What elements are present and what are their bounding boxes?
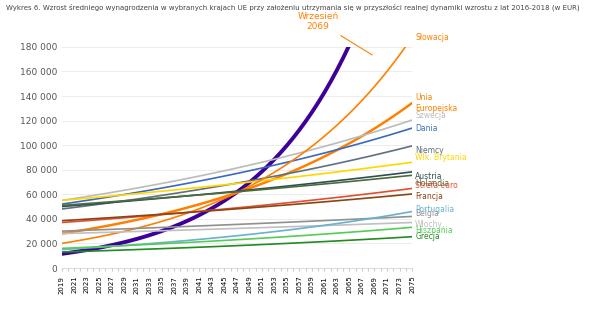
Text: Niemcy: Niemcy (415, 146, 444, 155)
Text: Szwecja: Szwecja (415, 111, 446, 120)
Text: Francja: Francja (415, 192, 443, 201)
Text: Grecja: Grecja (415, 232, 440, 241)
Text: Austria: Austria (415, 172, 443, 181)
Text: Wykres 6. Wzrost średniego wynagrodzenia w wybranych krajach UE przy założeniu u: Wykres 6. Wzrost średniego wynagrodzenia… (6, 3, 580, 11)
Text: Belgia: Belgia (415, 209, 439, 218)
Text: Wlk. Brytania: Wlk. Brytania (415, 153, 467, 162)
Text: Słowacja: Słowacja (415, 33, 449, 42)
Text: Strefa euro: Strefa euro (415, 182, 458, 191)
Text: Portugalia: Portugalia (415, 205, 454, 214)
Text: Wrzesień
2069: Wrzesień 2069 (298, 12, 372, 55)
Text: Dania: Dania (415, 124, 438, 133)
Text: Unia
Europejska: Unia Europejska (415, 93, 458, 113)
Text: Holandia: Holandia (415, 179, 450, 188)
Text: Hiszpańia: Hiszpańia (415, 226, 453, 235)
Text: Włochy: Włochy (415, 220, 443, 229)
